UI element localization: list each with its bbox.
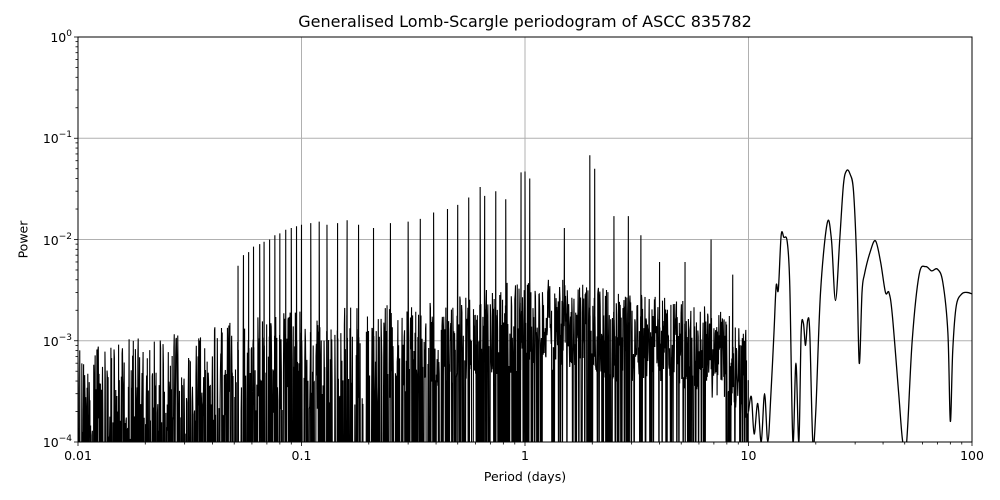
axis-ticks [74,36,973,446]
y-tick-label: 10−3 [42,332,72,349]
x-tick-label: 10 [740,448,757,463]
y-tick-label: 10−2 [42,231,72,248]
x-tick-label: 0.01 [64,448,92,463]
chart-title: Generalised Lomb-Scargle periodogram of … [298,12,752,31]
power-series [78,155,972,442]
y-axis-label: Power [15,220,31,259]
x-tick-label: 0.1 [291,448,312,463]
y-tick-label: 10−4 [42,434,72,450]
x-axis-label: Period (days) [483,469,567,484]
x-tick-label: 100 [960,448,984,463]
x-tick-label: 1 [521,448,529,463]
y-tick-label: 10−1 [42,130,72,147]
y-tick-label: 100 [50,29,72,45]
